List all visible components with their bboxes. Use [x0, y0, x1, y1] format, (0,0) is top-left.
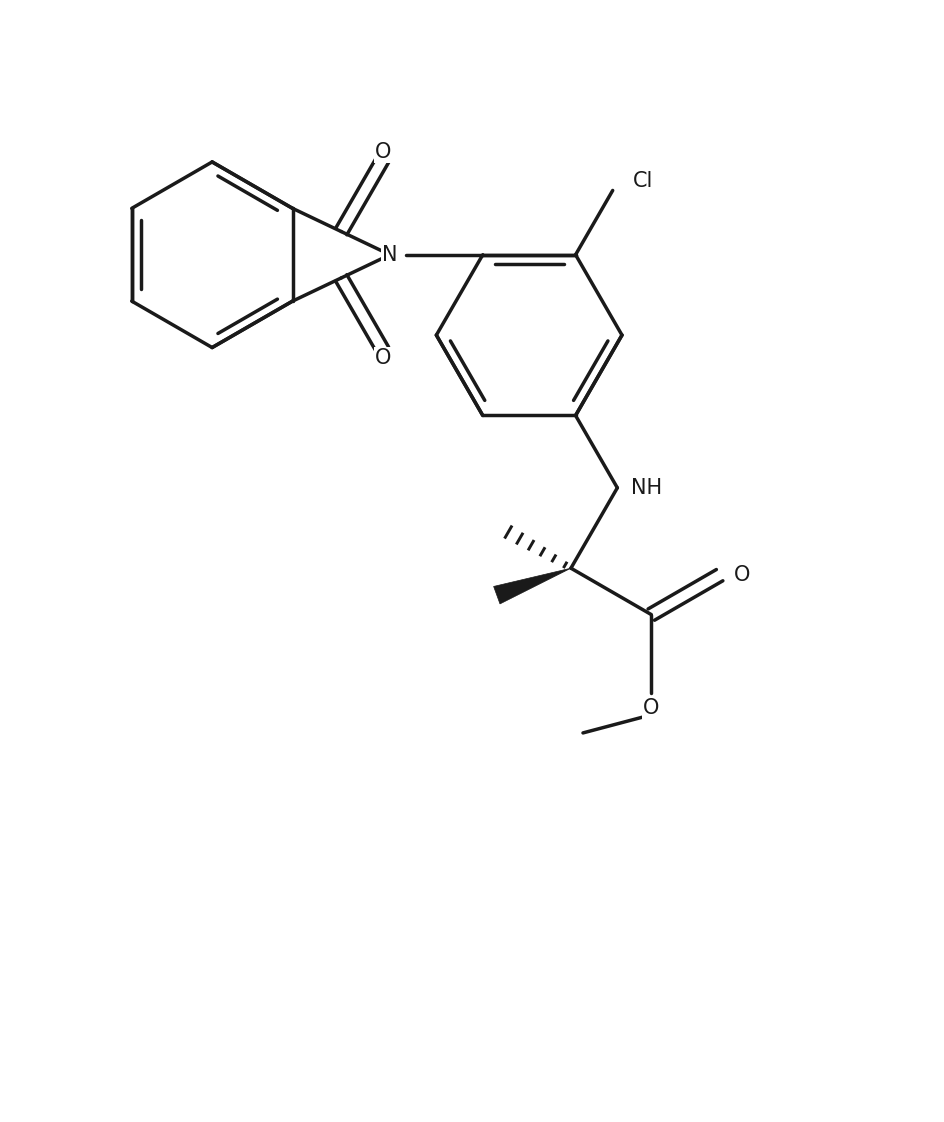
Text: Cl: Cl [633, 172, 653, 191]
Text: NH: NH [632, 478, 663, 498]
Polygon shape [494, 568, 571, 604]
Text: O: O [375, 348, 391, 368]
Text: O: O [375, 141, 391, 162]
Text: O: O [643, 698, 660, 718]
Text: N: N [382, 245, 397, 265]
Text: O: O [733, 565, 750, 586]
